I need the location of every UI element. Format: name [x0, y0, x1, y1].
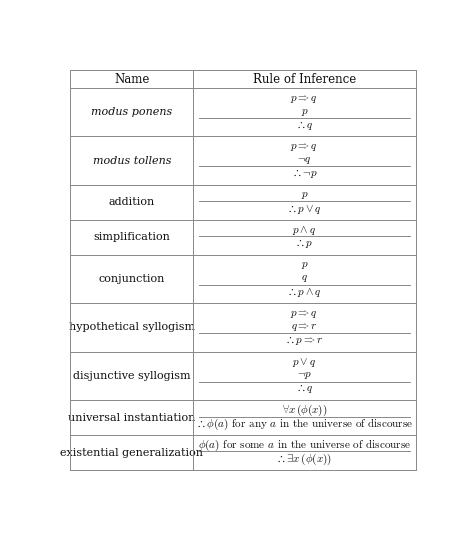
Text: $p$: $p$: [301, 190, 309, 201]
Text: Rule of Inference: Rule of Inference: [253, 73, 356, 86]
Text: $p \wedge q$: $p \wedge q$: [292, 224, 317, 237]
Text: $p \Rightarrow q$: $p \Rightarrow q$: [291, 308, 319, 320]
Text: $q \Rightarrow r$: $q \Rightarrow r$: [291, 322, 318, 333]
Text: $p$: $p$: [301, 106, 309, 118]
Text: disjunctive syllogism: disjunctive syllogism: [73, 371, 191, 381]
Text: $\therefore q$: $\therefore q$: [296, 120, 313, 132]
Text: $\forall x\,(\phi(x))$: $\forall x\,(\phi(x))$: [282, 403, 327, 418]
Text: simplification: simplification: [93, 232, 170, 242]
Text: $\phi(a)\text{ for some }a\text{ in the universe of discourse}$: $\phi(a)\text{ for some }a\text{ in the …: [198, 438, 411, 453]
Text: $\therefore \neg p$: $\therefore \neg p$: [292, 168, 317, 180]
Text: $\therefore q$: $\therefore q$: [296, 384, 313, 395]
Text: modus tollens: modus tollens: [92, 156, 171, 165]
Text: $q$: $q$: [301, 273, 308, 285]
Text: conjunction: conjunction: [99, 274, 165, 284]
Text: $\therefore p \wedge q$: $\therefore p \wedge q$: [287, 286, 322, 299]
Text: $p \vee q$: $p \vee q$: [292, 356, 317, 369]
Text: $p \Rightarrow q$: $p \Rightarrow q$: [291, 141, 319, 153]
Text: modus ponens: modus ponens: [91, 107, 173, 117]
Text: $\therefore \exists x\,(\phi(x))$: $\therefore \exists x\,(\phi(x))$: [276, 452, 332, 467]
Text: existential generalization: existential generalization: [60, 447, 203, 457]
Text: $\therefore p$: $\therefore p$: [295, 238, 314, 250]
Text: $\therefore p \vee q$: $\therefore p \vee q$: [287, 203, 322, 216]
Text: hypothetical syllogism: hypothetical syllogism: [69, 323, 195, 332]
Text: $\neg q$: $\neg q$: [297, 155, 312, 166]
Text: $\therefore p \Rightarrow r$: $\therefore p \Rightarrow r$: [285, 335, 324, 347]
Text: $\therefore \phi(a)\text{ for any }a\text{ in the universe of discourse}$: $\therefore \phi(a)\text{ for any }a\tex…: [196, 417, 413, 432]
Text: $p$: $p$: [301, 260, 309, 271]
Text: Name: Name: [114, 73, 149, 86]
Text: $\neg p$: $\neg p$: [297, 370, 312, 381]
Text: addition: addition: [109, 197, 155, 207]
Text: universal instantiation: universal instantiation: [68, 412, 195, 423]
Text: $p \Rightarrow q$: $p \Rightarrow q$: [291, 93, 319, 104]
